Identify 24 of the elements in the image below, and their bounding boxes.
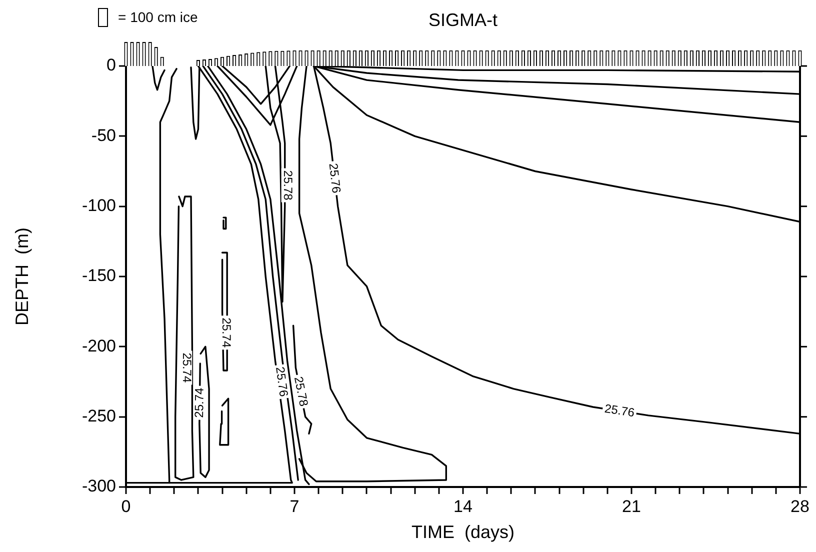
x-tick-label: 14 <box>454 496 472 516</box>
annotation: 25.78 <box>280 170 295 201</box>
x-axis-title: TIME (days) <box>411 522 515 542</box>
y-tick-label: -150 <box>82 266 116 286</box>
y-axis-title: DEPTH (m) <box>12 228 32 326</box>
text: = 100 cm ice <box>118 9 198 25</box>
x-tick-label: 28 <box>790 496 810 516</box>
annotation: 25.74 <box>220 318 234 348</box>
y-tick-label: -200 <box>82 336 116 356</box>
annotation: 25.76 <box>326 162 344 194</box>
annotation: 25.78 <box>291 375 312 408</box>
annotation: 25.74 <box>180 352 194 384</box>
annotation: 25.76 <box>604 401 636 420</box>
y-tick-label: -300 <box>82 476 116 496</box>
annotation: 25.74 <box>192 387 206 418</box>
x-tick-label: 7 <box>290 496 300 516</box>
x-tick-label: 21 <box>622 496 641 516</box>
y-tick-label: -100 <box>82 196 116 216</box>
chart-title: SIGMA-t <box>428 10 498 31</box>
y-tick-label: -250 <box>82 406 116 426</box>
y-tick-label: -50 <box>91 126 116 145</box>
x-tick-label: 0 <box>121 496 131 516</box>
y-tick-label: 0 <box>106 56 116 75</box>
annotation: 25.76 <box>272 366 291 398</box>
